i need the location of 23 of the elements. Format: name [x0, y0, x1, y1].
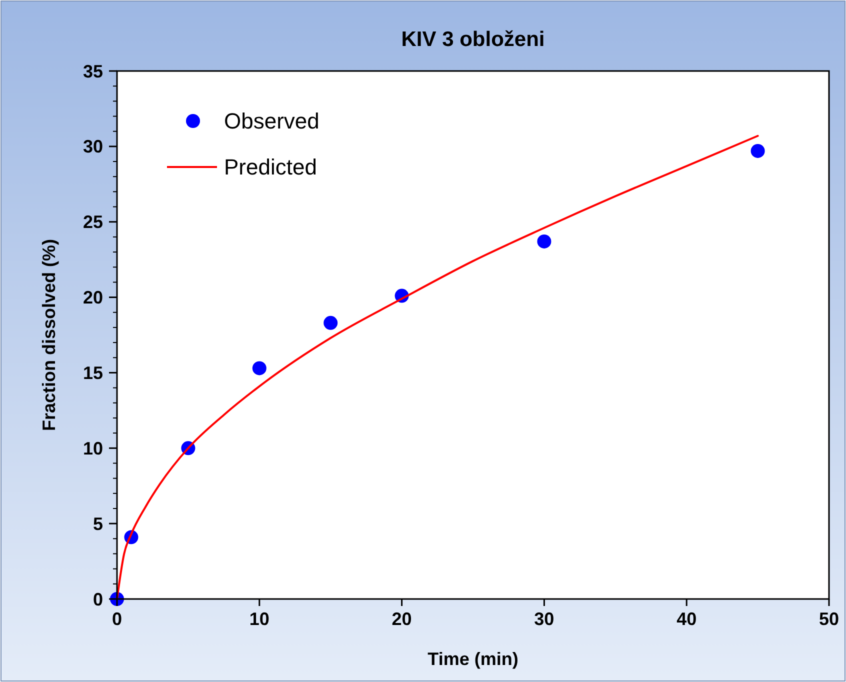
- point: [537, 234, 552, 248]
- x-tick-label: 10: [249, 609, 270, 629]
- x-tick-label: 20: [392, 609, 412, 629]
- y-tick-label: 0: [92, 589, 103, 610]
- x-tick-label: 50: [818, 609, 840, 629]
- x-tick-label: 30: [534, 609, 554, 629]
- y-tick-label: 25: [82, 212, 103, 232]
- y-tick-label: 30: [82, 136, 103, 157]
- y-tick-label: 15: [82, 363, 103, 384]
- chart-title: KIV 3 obloženi: [401, 28, 545, 51]
- legend-label: Predicted: [224, 154, 317, 180]
- y-axis-title: Fraction dissolved (%): [39, 238, 59, 432]
- y-tick-label: 20: [82, 288, 103, 308]
- x-tick-label: 40: [676, 609, 697, 629]
- point: [324, 316, 338, 330]
- point: [252, 361, 266, 376]
- y-tick-label: 5: [92, 514, 103, 534]
- y-tick-label: 10: [82, 438, 103, 458]
- x-tick-label: 0: [112, 609, 122, 629]
- y-tick-label: 35: [82, 61, 103, 82]
- point: [750, 144, 765, 158]
- x-axis-title: Time (min): [428, 649, 518, 669]
- legend-label: Observed: [224, 108, 320, 134]
